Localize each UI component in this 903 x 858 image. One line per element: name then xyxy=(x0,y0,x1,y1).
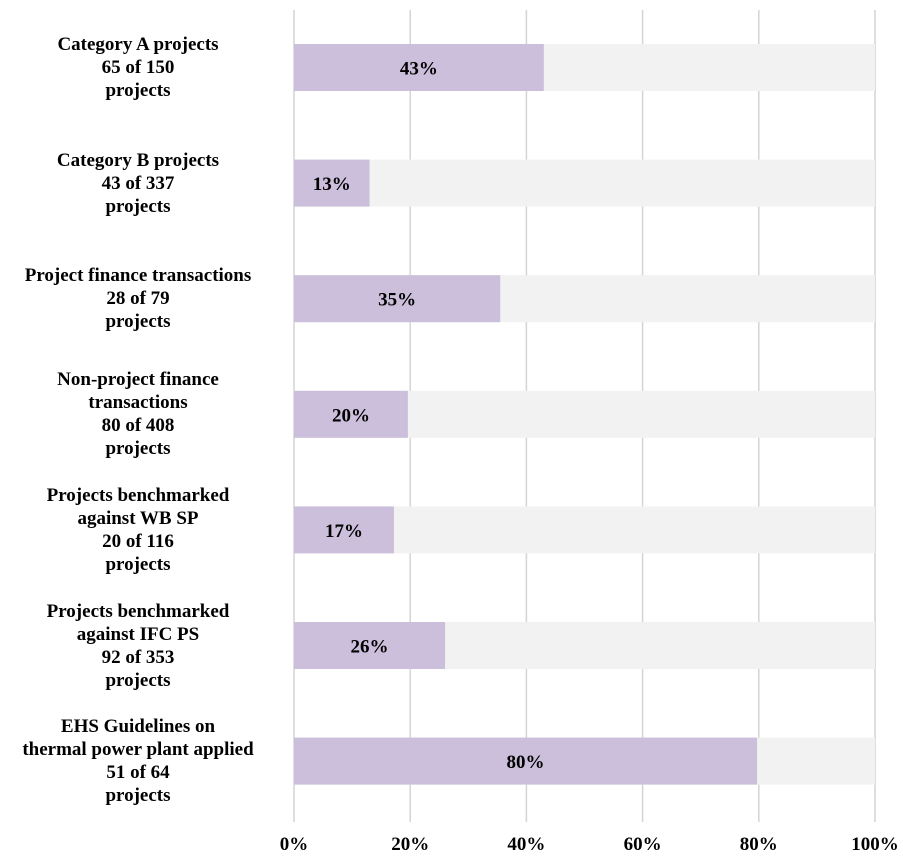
bar xyxy=(294,506,394,554)
category-label-line: Projects benchmarked xyxy=(46,600,230,622)
category-label-line: projects xyxy=(105,785,171,807)
category-label-line: 80 of 408 xyxy=(101,415,175,437)
category-label-line: Category B projects xyxy=(56,149,220,171)
category-label: EHS Guidelines on thermal power plant app… xyxy=(0,715,276,807)
category-label-line: Projects benchmarked xyxy=(46,484,230,506)
bar-value-label: 80% xyxy=(507,752,545,773)
x-axis-ticks: 0% 20% 40% 60% 80% 100% xyxy=(280,834,899,855)
x-tick-label: 20% xyxy=(391,834,429,855)
bar xyxy=(294,737,758,785)
category-label: Projects benchmarked against IFC PS 92 of … xyxy=(0,600,276,692)
bar xyxy=(294,390,408,438)
category-label-line: Category A projects xyxy=(57,34,219,55)
category-label: Non-project finance transactions 80 of 408… xyxy=(0,368,276,460)
category-label-line: projects xyxy=(105,80,171,101)
bar-value-label: 35% xyxy=(378,290,416,311)
category-label-line: against WB SP xyxy=(77,507,199,529)
x-tick-label: 0% xyxy=(280,834,309,855)
category-label: Project finance transactions 28 of 79 proj… xyxy=(0,264,276,333)
bar xyxy=(294,159,370,207)
category-label-line: projects xyxy=(105,438,171,460)
category-label-line: thermal power plant applied xyxy=(22,739,254,761)
category-label-line: projects xyxy=(105,553,171,575)
bar-value-label: 26% xyxy=(351,637,389,658)
category-label-line: projects xyxy=(105,311,171,333)
category-label-line: against IFC PS xyxy=(76,623,200,645)
category-label: Category A projects 65 of 150 projects xyxy=(0,33,276,102)
x-tick-label: 60% xyxy=(624,834,662,855)
bar-value-label: 13% xyxy=(313,174,351,195)
category-label: Projects benchmarked against WB SP 20 of 1… xyxy=(0,484,276,576)
category-label-line: 92 of 353 xyxy=(101,646,175,668)
category-label-line: Non-project finance xyxy=(57,369,219,391)
category-label-line: 65 of 150 xyxy=(101,57,175,78)
category-label-line: 51 of 64 xyxy=(106,762,170,784)
bar xyxy=(294,44,544,91)
category-label-line: projects xyxy=(105,195,171,217)
category-label-line: transactions xyxy=(88,392,188,414)
x-tick-label: 80% xyxy=(740,834,778,855)
bar xyxy=(294,622,446,669)
category-label-line: 20 of 116 xyxy=(102,530,174,552)
category-label: Category B projects 43 of 337 projects xyxy=(0,149,276,218)
bar-value-label: 17% xyxy=(325,521,363,542)
x-tick-label: 100% xyxy=(851,834,899,855)
bar-background xyxy=(294,159,875,207)
category-label-line: projects xyxy=(105,669,171,691)
category-label-line: 43 of 337 xyxy=(101,172,175,194)
category-label-line: Project finance transactions xyxy=(24,265,252,287)
bar xyxy=(294,275,501,323)
bar-value-label: 20% xyxy=(332,405,370,426)
bar-value-label: 43% xyxy=(400,59,438,80)
category-label-line: EHS Guidelines on xyxy=(60,716,216,738)
x-tick-label: 40% xyxy=(507,834,545,855)
category-label-line: 28 of 79 xyxy=(106,288,170,310)
bars: 43% 13% 35% 20% 17% 26% 80% xyxy=(294,44,875,785)
